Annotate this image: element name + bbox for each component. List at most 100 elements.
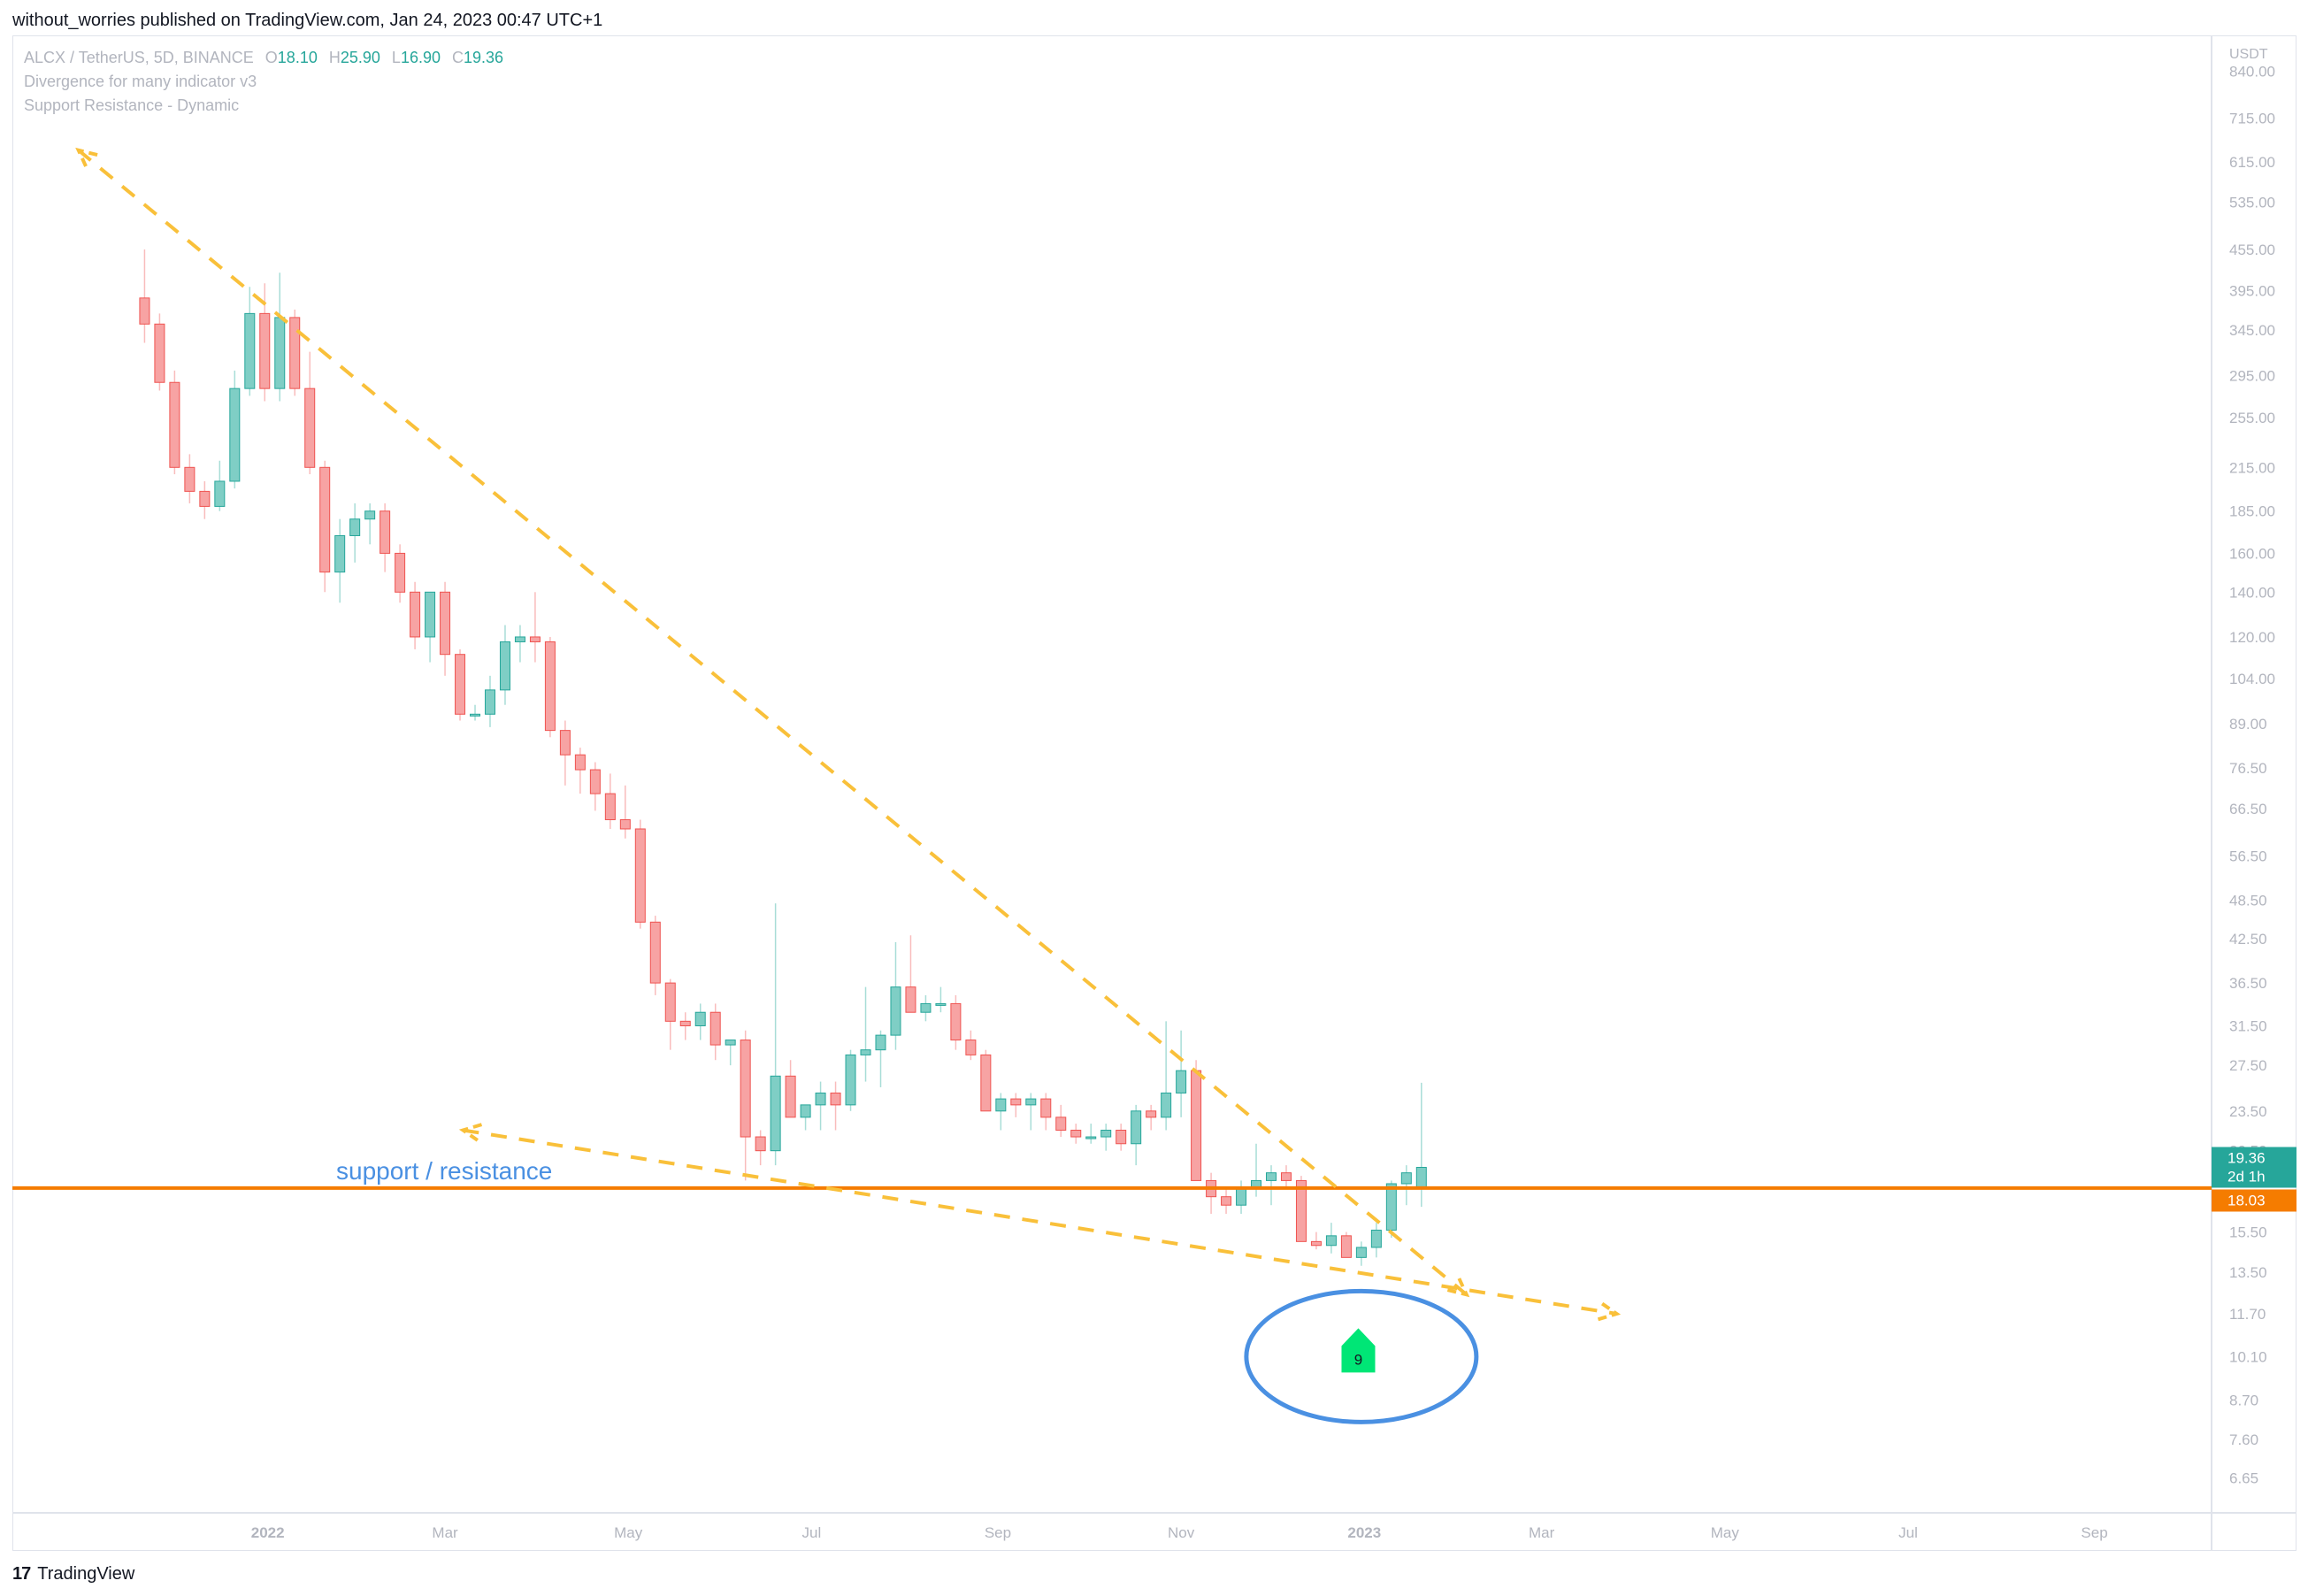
candle-body [905,986,916,1013]
candle-body [1236,1187,1247,1206]
price-tick-label: 255.00 [2229,410,2275,426]
candle [935,986,947,1013]
candle [334,518,346,603]
candle [694,1003,706,1040]
trendline [463,1128,1617,1316]
candle-body [875,1034,886,1051]
candle [1310,1232,1322,1250]
candle-body [349,518,361,536]
candle [1100,1124,1112,1151]
candle [425,591,436,663]
candle [1400,1165,1412,1206]
time-tick-label: 2023 [1347,1524,1381,1541]
time-tick-label: May [1711,1524,1740,1541]
candle-body [544,641,556,732]
legend-indicator-divergence[interactable]: Divergence for many indicator v3 [24,73,257,90]
candle [980,1049,992,1112]
candle [184,454,196,503]
candle-body [529,636,541,642]
candle [1176,1030,1187,1117]
candle-body [1161,1092,1172,1118]
candle-body [785,1075,796,1118]
candle [1370,1223,1382,1258]
candle [1116,1124,1127,1151]
price-tick-label: 455.00 [2229,242,2275,258]
price-axis-label: 18.03 [2212,1189,2296,1212]
trendline-arrowhead [75,147,98,169]
candle [589,762,601,811]
legend-high-value: 25.90 [340,49,380,66]
candle [649,916,661,995]
candle-body [634,828,646,923]
candle-body [199,490,211,507]
candle-body [484,689,495,715]
candle [845,1049,856,1111]
price-tick-label: 66.50 [2229,801,2267,817]
legend-close-value: 19.36 [464,49,504,66]
price-axis-unit: USDT [2229,47,2268,62]
candle-body [815,1092,826,1106]
price-tick-label: 295.00 [2229,367,2275,384]
candle-body [274,317,286,389]
candle-body [1055,1116,1067,1131]
legend-indicator-support-resistance[interactable]: Support Resistance - Dynamic [24,96,240,114]
price-axis-label-bg [2212,1189,2296,1212]
candle-body [574,754,586,771]
candle [499,625,510,705]
legend-symbol[interactable]: ALCX / TetherUS, 5D, BINANCE [24,49,254,66]
candle-body [559,730,571,756]
time-tick-label: May [614,1524,643,1541]
candle [1085,1124,1097,1144]
candle [1295,1176,1307,1242]
price-tick-label: 215.00 [2229,459,2275,476]
candle-body [1146,1110,1157,1118]
candle [529,592,541,663]
candle [875,1030,886,1087]
candle [1236,1180,1247,1215]
time-tick-label: Sep [2081,1524,2107,1541]
candle [905,935,916,1013]
price-tick-label: 15.50 [2229,1224,2267,1241]
candle-body [229,387,241,482]
candle-body [470,713,481,717]
candle-body [1191,1070,1202,1181]
price-tick-label: 31.50 [2229,1018,2267,1035]
candle [1010,1093,1022,1117]
candle [484,675,495,727]
chart-frame[interactable] [12,35,2296,1551]
candle-body [770,1075,781,1152]
price-tick-label: 13.50 [2229,1264,2267,1281]
price-tick-label: 615.00 [2229,154,2275,171]
candle [364,503,376,545]
candle-body [1040,1098,1052,1118]
candle-body [800,1104,811,1118]
price-tick-label: 48.50 [2229,893,2267,909]
candle-body [740,1040,751,1138]
trendline-arrowhead [1446,1276,1470,1298]
candle-body [1085,1136,1097,1139]
candle [214,460,226,511]
price-tick-label: 6.65 [2229,1470,2258,1487]
candle [1206,1172,1217,1215]
candle-body [604,793,616,821]
candle-body [395,552,406,593]
price-tick-label: 11.70 [2229,1306,2266,1323]
price-axis-label: 19.36 2d 1h [2212,1147,2296,1188]
candle [604,773,616,829]
price-axis-label-bg [2212,1147,2296,1188]
candle [199,480,211,519]
candle-body [1176,1070,1187,1093]
candle [229,370,241,489]
candle [1040,1093,1052,1131]
candle-body [1116,1129,1127,1145]
candle [244,287,256,396]
candle [1355,1241,1367,1266]
candle-body [1131,1110,1142,1145]
candle [950,994,962,1050]
candle-body [214,480,226,507]
candle [169,370,180,475]
candle-body [694,1011,706,1027]
candle-body [334,534,346,573]
price-axis-label-text: 18.03 [2227,1192,2266,1209]
